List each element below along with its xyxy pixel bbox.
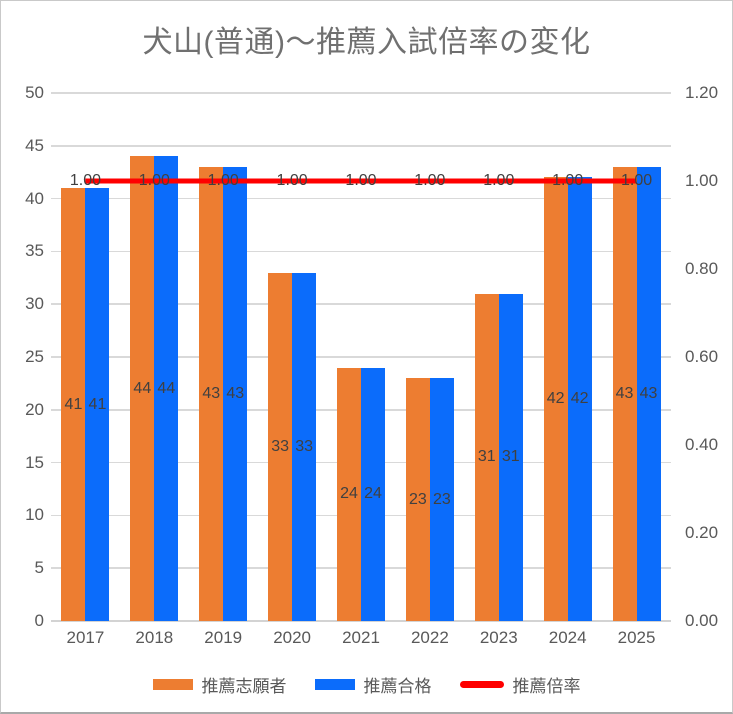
x-axis-label: 2018 [135, 628, 174, 647]
bar [154, 156, 179, 621]
data-label: 1.00 [552, 172, 584, 189]
data-label: 23 [408, 490, 427, 508]
data-label: 42 [570, 390, 589, 408]
bar [337, 367, 361, 621]
bar [474, 293, 499, 621]
data-label: 31 [501, 448, 520, 466]
x-axis-label: 2023 [479, 628, 518, 647]
data-label: 1.00 [138, 172, 170, 189]
y-axis-label-left: 45 [25, 135, 44, 155]
gridline [51, 356, 671, 358]
gridline [51, 145, 671, 147]
x-axis-label: 2025 [617, 628, 656, 647]
data-label: 33 [271, 437, 290, 455]
y-axis-label-left: 5 [34, 558, 44, 578]
bar [612, 166, 637, 621]
y-axis-label-left: 10 [25, 505, 44, 525]
ratio-line [85, 178, 637, 184]
data-label: 43 [202, 384, 221, 402]
gridline [51, 92, 671, 94]
y-axis-label-right: 0.00 [685, 611, 719, 630]
y-axis-label-right: 0.40 [685, 435, 719, 454]
y-axis-label-right: 0.20 [685, 523, 719, 542]
bar [268, 272, 293, 621]
data-label: 1.00 [414, 172, 446, 189]
bar [199, 166, 224, 621]
y-axis-label-right: 1.20 [685, 83, 719, 102]
gridline [51, 303, 671, 305]
bar [429, 378, 454, 621]
data-label: 33 [295, 437, 314, 455]
x-axis-label: 2017 [66, 628, 105, 647]
gridline [51, 197, 671, 200]
orange-bar-swatch-icon [152, 678, 193, 690]
legend-item-applicants: 推薦志願者 [152, 672, 287, 697]
red-line-swatch-icon [459, 680, 504, 688]
bar [292, 272, 317, 621]
data-label: 42 [546, 390, 565, 408]
bar [61, 188, 86, 621]
data-label: 1.00 [69, 172, 102, 189]
bar [405, 378, 430, 621]
data-label: 41 [88, 395, 107, 413]
bar [636, 166, 661, 621]
y-axis-label-right: 0.60 [685, 347, 719, 366]
gridline [51, 620, 671, 622]
x-axis-label: 2020 [273, 628, 312, 647]
x-axis-label: 2021 [342, 628, 380, 647]
data-label: 41 [64, 395, 83, 413]
x-axis-label: 2019 [204, 628, 243, 647]
bar [498, 293, 523, 621]
blue-bar-swatch-icon [314, 678, 355, 690]
data-label: 43 [639, 384, 658, 402]
y-axis-label-left: 30 [25, 294, 44, 314]
y-axis-label-right: 1.00 [685, 171, 719, 190]
bar [567, 177, 592, 621]
legend-label: 推薦志願者 [201, 676, 287, 696]
bar [223, 166, 248, 621]
data-label: 23 [432, 490, 451, 508]
legend: 推薦志願者 推薦合格 推薦倍率 [1, 669, 732, 699]
y-axis-label-left: 0 [34, 611, 44, 630]
legend-item-ratio: 推薦倍率 [459, 672, 581, 697]
data-label: 31 [477, 448, 496, 466]
bar [130, 156, 155, 621]
y-axis-label-left: 20 [25, 399, 44, 419]
data-label: 43 [226, 384, 245, 402]
data-label: 1.00 [483, 172, 515, 189]
data-label: 44 [157, 379, 176, 397]
y-axis-label-left: 25 [25, 347, 44, 366]
bar [543, 177, 568, 621]
bar [361, 367, 385, 621]
y-axis-label-left: 50 [25, 83, 44, 102]
y-axis-label-right: 0.80 [685, 259, 719, 278]
legend-label: 推薦合格 [363, 676, 432, 696]
y-axis-label-left: 35 [25, 241, 44, 261]
data-label: 43 [615, 384, 634, 402]
legend-item-accepted: 推薦合格 [314, 672, 432, 697]
data-label: 24 [340, 485, 358, 503]
x-axis-label: 2024 [548, 628, 587, 647]
legend-label: 推薦倍率 [512, 676, 581, 696]
data-label: 1.00 [620, 172, 653, 189]
bar [85, 188, 110, 621]
gridline [51, 250, 671, 253]
data-label: 1.00 [207, 172, 239, 189]
data-label: 24 [364, 485, 382, 503]
data-label: 1.00 [345, 172, 377, 189]
chart-title: 犬山(普通)〜推薦入試倍率の変化 [142, 26, 591, 59]
data-label: 1.00 [276, 172, 308, 189]
data-label: 44 [133, 379, 152, 397]
y-axis-label-left: 40 [25, 188, 44, 208]
y-axis-label-left: 15 [25, 452, 44, 472]
x-axis-label: 2022 [410, 628, 449, 647]
